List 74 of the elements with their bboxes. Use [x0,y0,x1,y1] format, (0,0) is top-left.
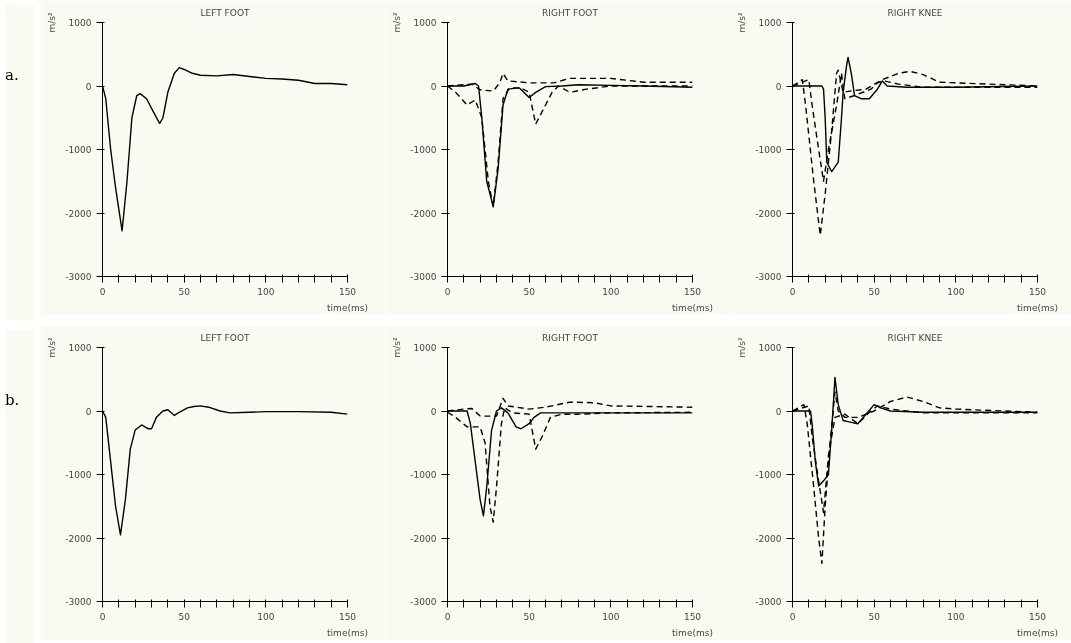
text: a. [5,65,19,86]
chart-title: RIGHT FOOT [542,332,599,343]
y-tick-label: -2000 [65,533,92,544]
x-tick-label: 100 [257,611,275,622]
y-tick-label: -2000 [65,208,92,219]
chart-title: RIGHT KNEE [887,332,943,343]
y-tick-label: -3000 [755,272,782,282]
x-tick-label: 50 [178,286,191,297]
y-tick-label: -1000 [65,145,92,155]
y-tick-label: 1000 [758,18,782,28]
y-axis-title: m/s² [392,12,403,33]
x-tick-label: 150 [683,286,702,297]
x-tick-label: 100 [602,286,620,297]
x-tick-label: 150 [683,611,702,622]
x-tick-label: 100 [602,611,620,622]
y-tick-label: -1000 [755,145,782,155]
x-tick-label: 0 [789,611,796,622]
y-axis-title: m/s² [737,337,748,358]
y-tick-label: -2000 [410,208,437,219]
y-axis-title: m/s² [47,12,58,33]
x-tick-label: 50 [523,286,536,297]
x-axis-title: time(ms) [327,627,368,638]
y-tick-label: -3000 [65,597,92,607]
y-axis-title: m/s² [47,337,58,358]
y-tick-label: -1000 [410,145,437,155]
x-tick-label: 0 [99,611,106,622]
y-tick-label: 1000 [413,18,437,28]
y-tick-label: -2000 [755,208,782,219]
y-axis-title: m/s² [737,12,748,33]
x-tick-label: 100 [947,611,965,622]
x-tick-label: 0 [99,286,106,297]
y-tick-label: -1000 [410,470,437,480]
y-tick-label: -3000 [410,272,437,282]
y-tick-label: -3000 [65,272,92,282]
x-tick-label: 50 [868,286,881,297]
x-tick-label: 100 [947,286,965,297]
y-tick-label: -2000 [410,533,437,544]
x-tick-label: 50 [523,611,536,622]
text: b. [5,390,20,411]
y-tick-label: -1000 [65,470,92,480]
x-tick-label: 0 [444,286,451,297]
y-tick-label: 1000 [68,343,92,353]
chart-title: RIGHT FOOT [542,7,599,18]
x-tick-label: 150 [1028,611,1047,622]
y-tick-label: -3000 [410,597,437,607]
y-tick-label: 1000 [413,343,437,353]
y-tick-label: 0 [85,406,92,417]
y-tick-label: 0 [85,81,92,92]
chart-title: LEFT FOOT [200,7,250,18]
chart-title: LEFT FOOT [200,332,250,343]
y-tick-label: -1000 [755,470,782,480]
x-tick-label: 50 [178,611,191,622]
y-tick-label: 0 [775,406,782,417]
x-axis-title: time(ms) [672,627,713,638]
x-axis-title: time(ms) [672,302,713,313]
chart-title: RIGHT KNEE [887,7,943,18]
y-tick-label: 0 [430,406,437,417]
y-tick-label: -3000 [755,597,782,607]
x-tick-label: 150 [338,611,357,622]
y-tick-label: 0 [775,81,782,92]
x-tick-label: 50 [868,611,881,622]
x-axis-title: time(ms) [1017,302,1058,313]
y-tick-label: 0 [430,81,437,92]
x-tick-label: 150 [338,286,357,297]
y-tick-label: -2000 [755,533,782,544]
x-tick-label: 150 [1028,286,1047,297]
y-tick-label: 1000 [758,343,782,353]
x-tick-label: 100 [257,286,275,297]
y-axis-title: m/s² [392,337,403,358]
x-tick-label: 0 [789,286,796,297]
y-tick-label: 1000 [68,18,92,28]
x-axis-title: time(ms) [327,302,368,313]
x-tick-label: 0 [444,611,451,622]
x-axis-title: time(ms) [1017,627,1058,638]
